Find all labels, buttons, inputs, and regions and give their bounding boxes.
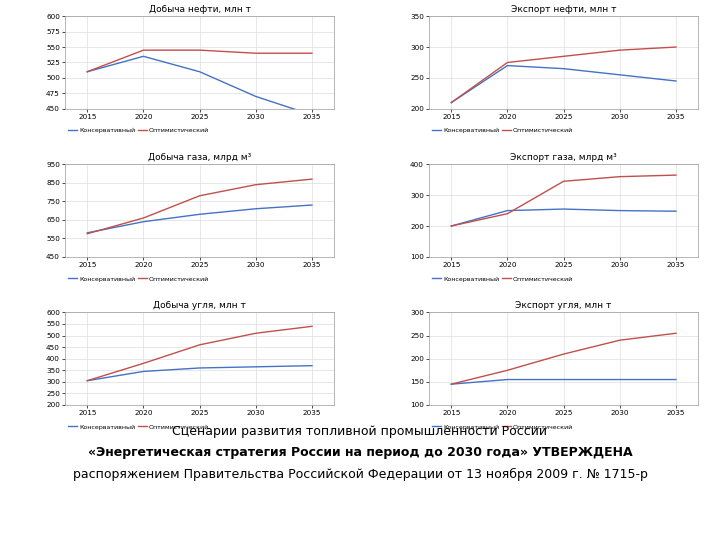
Title: Добыча угля, млн т: Добыча угля, млн т [153,301,246,310]
Title: Добыча газа, млрд м³: Добыча газа, млрд м³ [148,153,251,162]
Text: Сценарии развития топливной промышленности России: Сценарии развития топливной промышленнос… [173,424,547,438]
Legend: Консервативный, Оптимистический: Консервативный, Оптимистический [432,276,573,281]
Text: распоряжением Правительства Российской Федерации от 13 ноября 2009 г. № 1715-р: распоряжением Правительства Российской Ф… [73,468,647,481]
Title: Экспорт нефти, млн т: Экспорт нефти, млн т [511,5,616,14]
Legend: Консервативный, Оптимистический: Консервативный, Оптимистический [68,276,210,281]
Text: «Энергетическая стратегия России на период до 2030 года» УТВЕРЖДЕНА: «Энергетическая стратегия России на пери… [88,446,632,460]
Legend: Консервативный, Оптимистический: Консервативный, Оптимистический [68,424,210,430]
Title: Добыча нефти, млн т: Добыча нефти, млн т [148,5,251,14]
Legend: Консервативный, Оптимистический: Консервативный, Оптимистический [432,128,573,133]
Title: Экспорт угля, млн т: Экспорт угля, млн т [516,301,612,310]
Legend: Консервативный, Оптимистический: Консервативный, Оптимистический [432,424,573,430]
Title: Экспорт газа, млрд м³: Экспорт газа, млрд м³ [510,153,617,162]
Legend: Консервативный, Оптимистический: Консервативный, Оптимистический [68,128,210,133]
